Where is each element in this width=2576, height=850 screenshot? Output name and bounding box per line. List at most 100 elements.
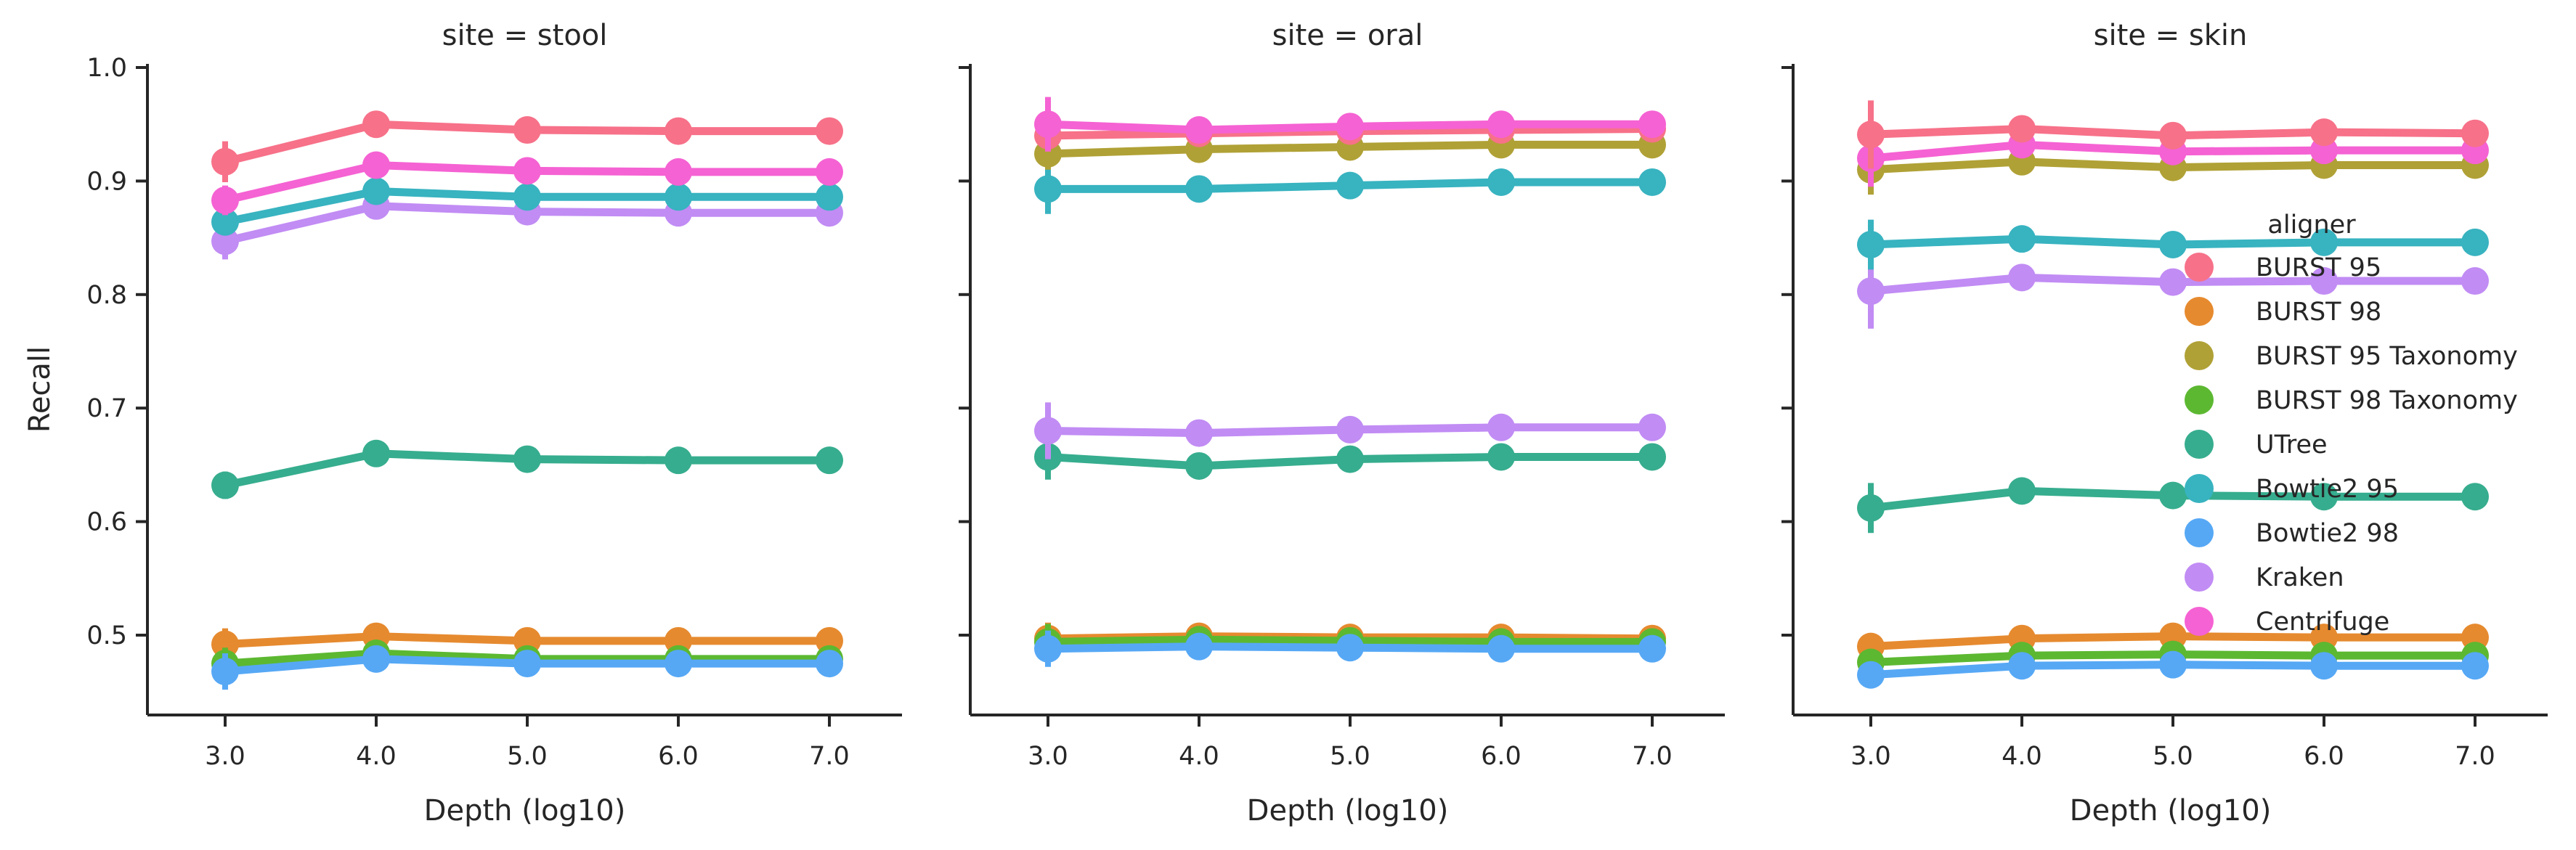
data-point (513, 183, 541, 211)
data-point (362, 645, 390, 673)
data-point (362, 110, 390, 139)
panel-title: site = skin (2094, 19, 2248, 52)
data-point (1487, 413, 1515, 441)
data-point (211, 147, 239, 176)
data-point (2310, 228, 2338, 256)
data-point (1336, 445, 1364, 473)
y-tick-label: 0.8 (86, 281, 127, 310)
data-point (1185, 632, 1213, 661)
data-point (816, 158, 843, 186)
data-point (362, 177, 390, 205)
data-point (1487, 168, 1515, 196)
data-point (665, 158, 692, 186)
data-point (816, 183, 843, 211)
data-point (1638, 634, 1666, 663)
data-point (1034, 175, 1062, 203)
data-point (2159, 481, 2187, 510)
data-point (1336, 113, 1364, 141)
legend-label: BURST 95 (2256, 253, 2381, 282)
x-axis-label: Depth (log10) (424, 794, 626, 827)
data-point (1487, 443, 1515, 471)
data-point (2310, 652, 2338, 680)
y-axis-label: Recall (23, 346, 57, 433)
data-point (211, 630, 239, 658)
data-point (2159, 230, 2187, 258)
data-point (362, 439, 390, 467)
legend-marker (2185, 297, 2214, 326)
data-point (665, 183, 692, 211)
data-point (362, 151, 390, 179)
legend-marker (2185, 385, 2214, 414)
x-axis-label: Depth (log10) (2070, 794, 2272, 827)
data-point (2008, 652, 2036, 680)
legend-marker (2185, 430, 2214, 459)
data-point (1185, 419, 1213, 447)
panel-title: site = stool (442, 19, 608, 52)
x-tick-label: 6.0 (2304, 742, 2344, 771)
data-point (1487, 110, 1515, 139)
data-point (1857, 277, 1885, 306)
data-point (513, 157, 541, 185)
x-tick-label: 7.0 (2455, 742, 2495, 771)
data-point (2008, 477, 2036, 505)
data-point (1857, 494, 1885, 522)
legend-title: aligner (2267, 211, 2356, 240)
data-point (2461, 228, 2489, 256)
data-point (2461, 119, 2489, 147)
data-point (816, 446, 843, 475)
data-point (513, 116, 541, 144)
data-point (2159, 650, 2187, 679)
x-tick-label: 6.0 (1481, 742, 1521, 771)
data-point (513, 650, 541, 678)
data-point (2008, 115, 2036, 143)
y-tick-label: 0.5 (86, 621, 127, 650)
legend-label: Centrifuge (2256, 608, 2389, 637)
data-point (1336, 171, 1364, 200)
x-tick-label: 4.0 (356, 742, 397, 771)
legend-marker (2185, 607, 2214, 636)
data-point (1857, 661, 1885, 689)
data-point (2310, 483, 2338, 511)
x-tick-label: 7.0 (1632, 742, 1673, 771)
data-point (2159, 121, 2187, 150)
y-tick-label: 0.9 (86, 167, 127, 196)
data-point (665, 117, 692, 145)
y-tick-label: 1.0 (86, 54, 127, 83)
x-tick-label: 5.0 (507, 742, 548, 771)
data-point (2008, 263, 2036, 292)
y-tick-label: 0.6 (86, 508, 127, 537)
x-tick-label: 7.0 (809, 742, 850, 771)
x-tick-label: 5.0 (2153, 742, 2193, 771)
data-point (1487, 634, 1515, 663)
data-point (2461, 652, 2489, 680)
legend-marker (2185, 518, 2214, 547)
data-point (2461, 483, 2489, 511)
data-point (1185, 116, 1213, 144)
x-axis-label: Depth (log10) (1247, 794, 1449, 827)
data-point (1034, 110, 1062, 139)
legend-label: BURST 95 Taxonomy (2256, 342, 2518, 371)
data-point (1638, 413, 1666, 441)
x-tick-label: 4.0 (2002, 742, 2042, 771)
legend-marker (2185, 474, 2214, 503)
x-tick-label: 3.0 (205, 742, 245, 771)
legend-label: UTree (2256, 430, 2328, 459)
x-tick-label: 3.0 (1028, 742, 1068, 771)
legend-label: Bowtie2 98 (2256, 519, 2399, 548)
x-tick-label: 6.0 (658, 742, 699, 771)
legend-label: BURST 98 (2256, 298, 2381, 327)
panel-title: site = oral (1272, 19, 1423, 52)
data-point (665, 650, 692, 678)
data-point (1638, 110, 1666, 139)
legend-label: BURST 98 Taxonomy (2256, 386, 2518, 415)
legend-marker (2185, 563, 2214, 592)
data-point (1034, 417, 1062, 445)
y-tick-label: 0.7 (86, 394, 127, 423)
data-point (211, 658, 239, 686)
legend-marker (2185, 253, 2214, 282)
x-tick-label: 3.0 (1850, 742, 1891, 771)
data-point (1185, 451, 1213, 480)
data-point (665, 446, 692, 475)
data-point (816, 650, 843, 678)
